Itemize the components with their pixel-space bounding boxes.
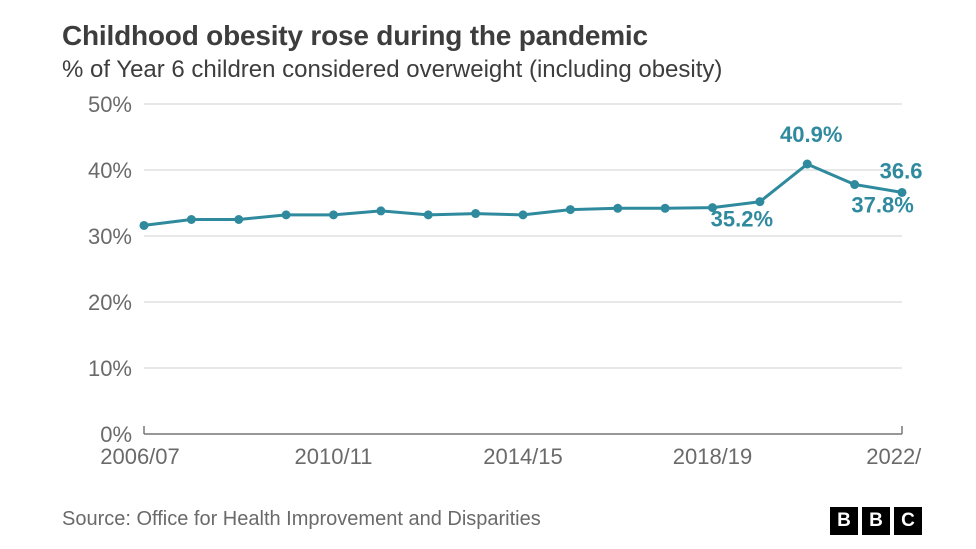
data-point-label: 37.8% (851, 193, 913, 218)
y-axis-label: 10% (88, 356, 132, 381)
y-axis-label: 50% (88, 92, 132, 117)
data-point (519, 210, 528, 219)
data-point (471, 209, 480, 218)
data-point (424, 210, 433, 219)
data-point (850, 180, 859, 189)
source-text: Source: Office for Health Improvement an… (62, 508, 541, 531)
data-point-label: 35.2% (711, 207, 773, 232)
bbc-logo: B B C (830, 507, 922, 535)
x-axis-label: 2006/07 (100, 444, 180, 469)
data-point (755, 197, 764, 206)
x-axis-label: 2018/19 (673, 444, 753, 469)
y-axis-label: 40% (88, 158, 132, 183)
data-point (187, 215, 196, 224)
x-axis-label: 2014/15 (483, 444, 563, 469)
data-point (140, 221, 149, 230)
chart-subtitle: % of Year 6 children considered overweig… (62, 56, 722, 84)
y-axis-label: 20% (88, 290, 132, 315)
data-point (329, 210, 338, 219)
line-chart: 0%10%20%30%40%50%2006/072010/112014/1520… (62, 92, 922, 480)
data-point (803, 160, 812, 169)
data-point (282, 210, 291, 219)
y-axis-label: 30% (88, 224, 132, 249)
data-point (661, 204, 670, 213)
data-point-label: 40.9% (780, 122, 842, 147)
data-point (566, 205, 575, 214)
bbc-logo-letter: B (862, 507, 890, 535)
bbc-logo-letter: C (894, 507, 922, 535)
bbc-logo-letter: B (830, 507, 858, 535)
x-axis-label: 2010/11 (295, 444, 373, 469)
data-point (613, 204, 622, 213)
chart-title: Childhood obesity rose during the pandem… (62, 20, 648, 52)
data-point-label: 36.6% (880, 158, 922, 183)
data-point (376, 206, 385, 215)
data-point (234, 215, 243, 224)
x-axis-label: 2022/23 (866, 444, 922, 469)
